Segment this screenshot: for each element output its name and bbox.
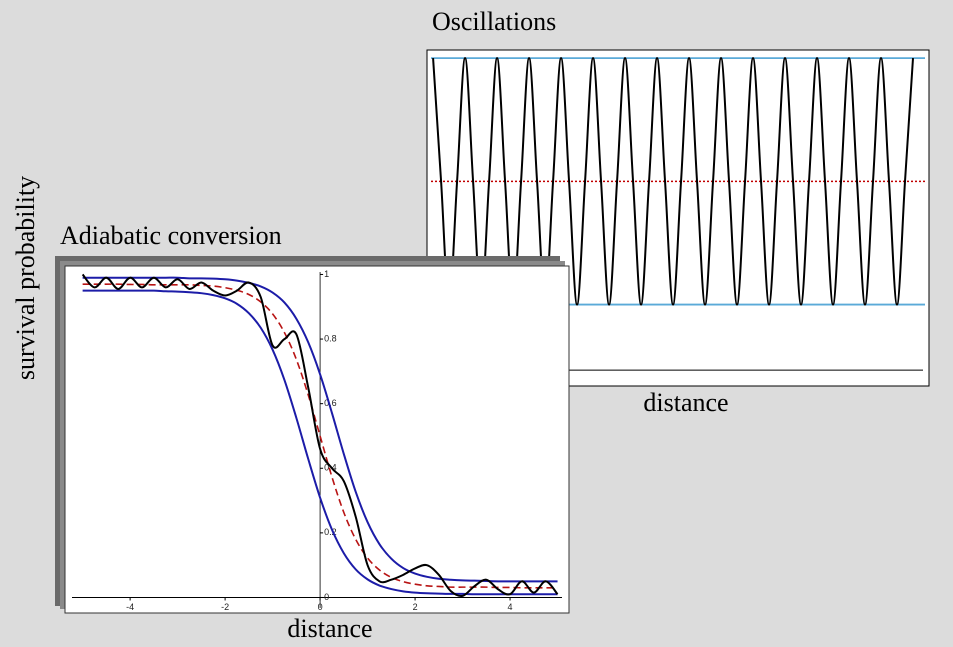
x-tick-label: 0: [318, 602, 323, 612]
x-tick-label: -2: [221, 602, 229, 612]
y-tick-label: 0: [324, 592, 329, 602]
y-tick-label: 0.8: [324, 333, 337, 343]
x-tick-label: 2: [413, 602, 418, 612]
x-tick-label: 4: [508, 602, 513, 612]
x-axis-label: distance: [643, 388, 728, 417]
chart-title: Adiabatic conversion: [60, 221, 282, 250]
y-tick-label: 1: [324, 269, 329, 279]
y-tick-label: 0.2: [324, 527, 337, 537]
series-line: [82, 289, 558, 596]
series-line: [82, 276, 558, 583]
chart-title: Oscillations: [432, 7, 556, 36]
x-axis-label: distance: [287, 614, 372, 643]
series-line: [81, 273, 559, 598]
y-axis-label: survival probability: [11, 176, 40, 380]
adiabatic-chart: Adiabatic conversiondistance00.20.40.60.…: [55, 221, 570, 643]
y-tick-label: 0.6: [324, 398, 337, 408]
x-tick-label: -4: [126, 602, 134, 612]
